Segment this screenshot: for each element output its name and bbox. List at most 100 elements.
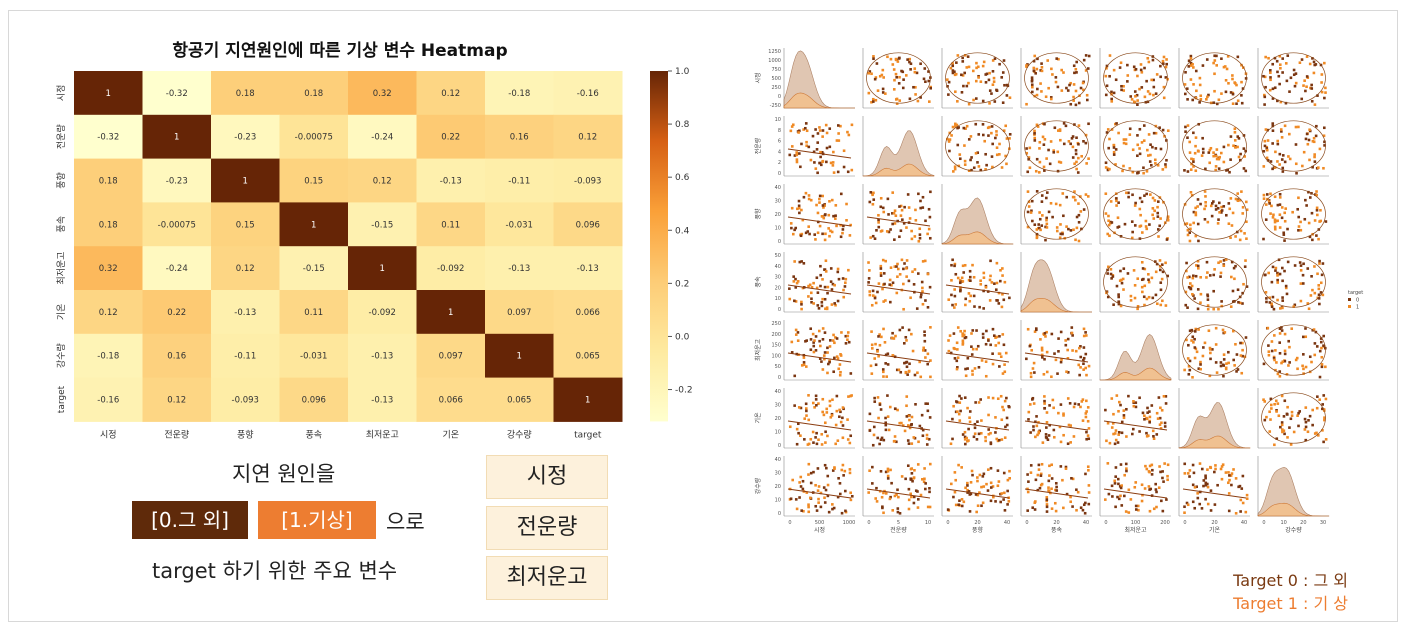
scatter-point [1214,165,1218,168]
scatter-point [821,278,824,281]
scatter-point [1219,260,1222,263]
scatter-point [1236,99,1240,103]
scatter-point [897,368,901,372]
scatter-point [883,282,886,286]
scatter-point [997,341,1001,345]
scatter-point [1079,345,1082,348]
scatter-point [970,469,974,473]
scatter-point [1070,476,1073,480]
scatter-point [1029,371,1033,375]
scatter-point [1324,91,1327,94]
scatter-point [830,198,834,202]
scatter-point [1155,302,1159,306]
scatter-point [1243,232,1246,235]
scatter-point [1067,140,1071,143]
scatter-point [1240,190,1243,193]
scatter-point [1284,284,1288,288]
heatmap-cell-value: -0.24 [166,264,188,274]
pairplot-xtick: 20 [1053,520,1059,526]
scatter-point [1026,327,1030,331]
scatter-point [818,194,822,198]
scatter-point [887,428,891,432]
pairplot-ytick: 40 [775,457,781,463]
scatter-point [967,292,971,295]
scatter-point [1163,462,1166,465]
scatter-point [889,228,892,231]
scatter-point [1073,162,1076,166]
scatter-point [998,334,1001,338]
scatter-point [1082,334,1086,338]
scatter-point [1075,488,1078,492]
scatter-point [1077,403,1080,406]
scatter-point [1138,196,1142,200]
scatter-point [1271,295,1275,299]
scatter-point [1000,438,1004,441]
scatter-point [989,499,993,503]
scatter-point [1278,54,1282,58]
scatter-point [1085,399,1088,403]
heatmap-cell-value: 1 [585,396,590,406]
scatter-point [813,339,816,342]
scatter-point [1269,403,1273,407]
scatter-point [1234,342,1237,346]
pairplot-panel [1099,388,1171,449]
scatter-point [1278,307,1282,310]
scatter-point [1119,269,1122,273]
scatter-point [874,76,878,79]
scatter-point [1146,154,1150,157]
scatter-point [919,293,923,296]
scatter-point [1266,159,1270,162]
scatter-point [1206,95,1209,99]
pairplot-panel [783,252,855,313]
scatter-point [1191,63,1194,66]
scatter-point [902,282,905,286]
scatter-point [1320,346,1323,350]
scatter-point [947,93,950,96]
scatter-point [974,493,978,496]
heatmap-cell-value: 0.11 [304,308,323,318]
scatter-point [951,62,954,65]
scatter-point [978,305,981,309]
scatter-point [1183,511,1186,515]
scatter-point [1053,352,1056,355]
scatter-point [1068,83,1071,87]
scatter-point [1145,431,1148,435]
scatter-point [980,359,984,362]
heatmap-cell-value: 1 [311,220,316,230]
scatter-point [1110,128,1114,131]
scatter-point [994,136,997,140]
scatter-point [918,236,922,240]
scatter-point [1276,271,1279,275]
scatter-point [1132,400,1135,403]
scatter-point [974,79,978,83]
scatter-point [1315,208,1319,212]
scatter-point [1158,465,1161,468]
scatter-point [988,278,992,282]
scatter-point [868,469,871,473]
scatter-point [807,442,811,446]
scatter-point [838,492,842,496]
scatter-point [877,225,881,229]
scatter-point [1136,305,1140,308]
scatter-point [981,475,985,478]
heatmap-cell-value: 1 [448,308,453,318]
scatter-point [817,497,820,501]
scatter-point [1117,293,1120,296]
scatter-point [1283,399,1287,403]
kde-contour [1261,52,1326,104]
scatter-point [1043,399,1046,403]
scatter-point [1298,410,1302,413]
scatter-point [1066,348,1069,352]
scatter-point [981,99,985,103]
scatter-point [1271,87,1275,91]
scatter-point [1288,157,1292,161]
scatter-point [1262,398,1265,402]
scatter-point [1129,294,1133,298]
scatter-point [827,213,831,217]
scatter-point [924,402,928,405]
scatter-point [924,299,927,302]
scatter-point [807,197,811,201]
scatter-point [792,275,795,278]
scatter-point [926,505,930,509]
scatter-point [994,431,997,434]
